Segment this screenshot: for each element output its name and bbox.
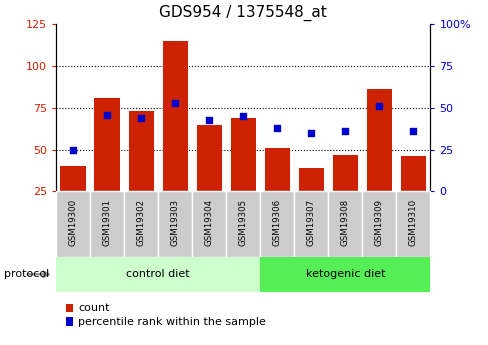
- Bar: [128, 111, 154, 233]
- Point: [341, 128, 348, 134]
- Bar: [196, 125, 222, 233]
- Text: GSM19309: GSM19309: [374, 199, 383, 246]
- Text: ketogenic diet: ketogenic diet: [305, 269, 384, 279]
- Text: GSM19301: GSM19301: [102, 199, 112, 246]
- Text: GSM19304: GSM19304: [204, 199, 213, 246]
- Point: [69, 147, 77, 152]
- Bar: [298, 168, 324, 233]
- Text: count: count: [78, 303, 109, 313]
- Point: [205, 117, 213, 122]
- Point: [171, 100, 179, 106]
- Point: [137, 115, 145, 121]
- Text: control diet: control diet: [126, 269, 190, 279]
- Bar: [366, 89, 391, 233]
- Bar: [332, 155, 357, 233]
- Text: GSM19302: GSM19302: [137, 199, 145, 246]
- Text: GSM19308: GSM19308: [340, 199, 349, 246]
- Text: GSM19310: GSM19310: [408, 199, 417, 246]
- Text: GSM19306: GSM19306: [272, 199, 281, 246]
- Point: [408, 128, 416, 134]
- Text: GSM19307: GSM19307: [306, 199, 315, 246]
- Text: GSM19305: GSM19305: [238, 199, 247, 246]
- Point: [375, 104, 383, 109]
- Point: [307, 130, 315, 136]
- Bar: [162, 41, 187, 233]
- Bar: [61, 166, 86, 233]
- Text: percentile rank within the sample: percentile rank within the sample: [78, 317, 265, 327]
- Bar: [94, 98, 120, 233]
- Text: GSM19303: GSM19303: [170, 199, 180, 246]
- Text: protocol: protocol: [3, 269, 49, 279]
- Point: [103, 112, 111, 117]
- Title: GDS954 / 1375548_at: GDS954 / 1375548_at: [159, 5, 326, 21]
- Bar: [400, 156, 425, 233]
- Text: GSM19300: GSM19300: [69, 199, 78, 246]
- Point: [273, 125, 281, 131]
- Point: [239, 114, 246, 119]
- Bar: [264, 148, 289, 233]
- Bar: [230, 118, 256, 233]
